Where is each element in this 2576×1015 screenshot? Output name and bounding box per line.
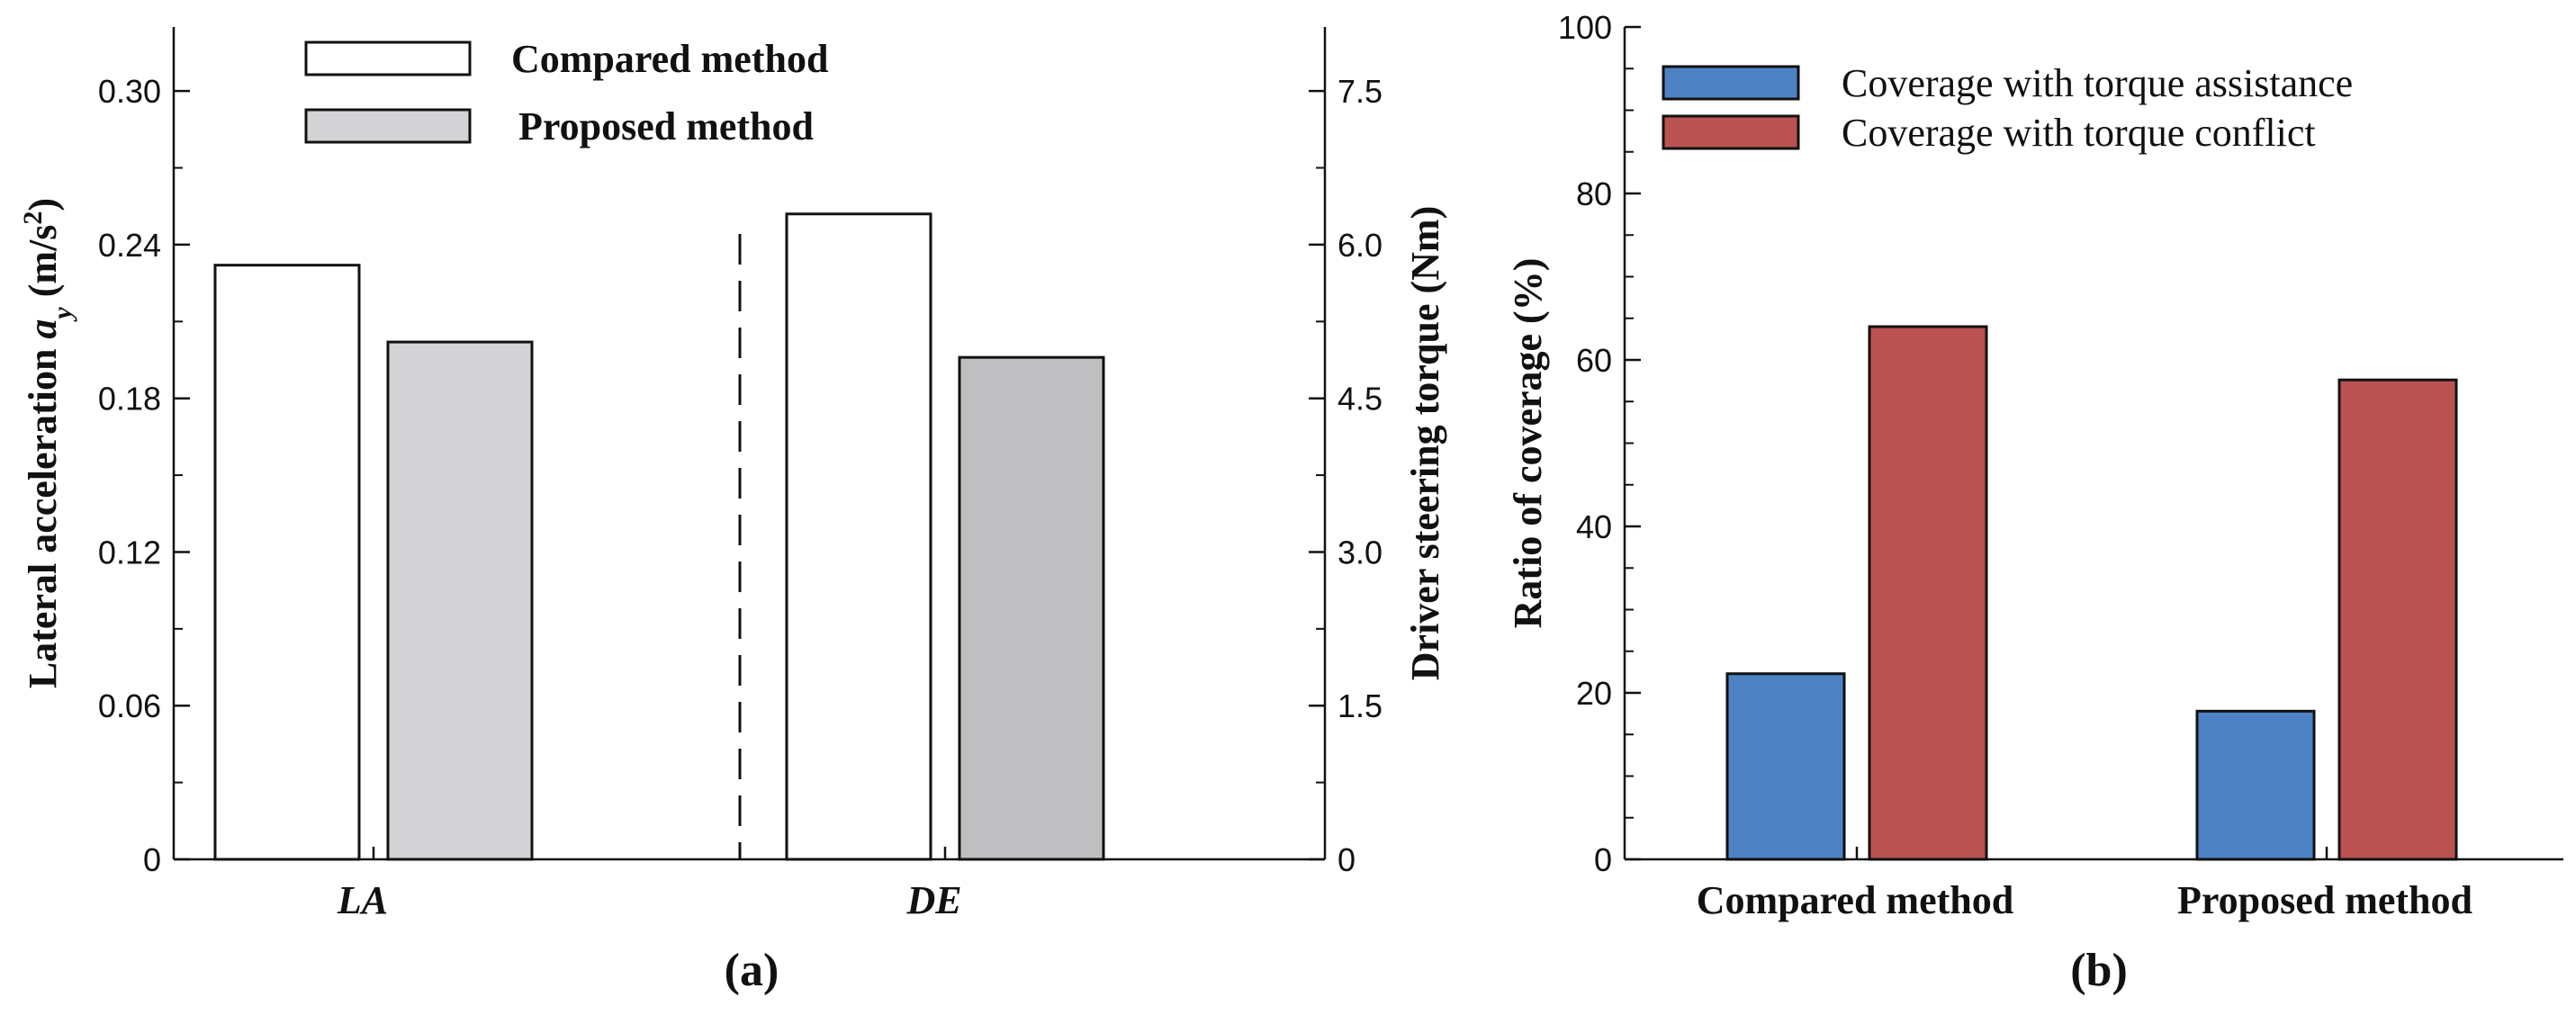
- y-right-tick-label: 7.5: [1338, 73, 1383, 110]
- chart-panel-b: 0 20 40 60 80 100 Ratio of coverage (%) Cover…: [1506, 9, 2563, 996]
- legend-label-conflict: Coverage with torque conflict: [1842, 111, 2316, 155]
- y-right-tick-label: 6.0: [1338, 227, 1383, 264]
- bar-proposed-assistance: [2195, 709, 2316, 861]
- y-left-tick-label: 0.30: [98, 73, 161, 110]
- legend-swatch-proposed: [304, 108, 472, 144]
- bar-la-proposed: [386, 340, 534, 861]
- y-axis-left-title-part: Lateral acceleration: [21, 339, 65, 689]
- y-axis-left-title-part: (m/s: [21, 225, 65, 308]
- y-axis-left-title-part: y: [48, 307, 77, 322]
- y-right-tick-label: 1.5: [1338, 687, 1383, 724]
- y-tick-label: 60: [1576, 342, 1612, 379]
- y-axis-left-title-part: ): [21, 198, 65, 211]
- y-tick-label: 100: [1558, 9, 1612, 46]
- bars-group: [1725, 325, 2458, 861]
- tick-group: 0 20 40 60 80 100: [1558, 9, 2328, 878]
- legend-swatch-assistance: [1662, 65, 1800, 101]
- category-label-la: LA: [337, 878, 388, 922]
- bar-de-compared: [785, 212, 932, 861]
- y-tick-label: 20: [1576, 675, 1612, 712]
- y-tick-label: 40: [1576, 508, 1612, 545]
- y-axis-left-title-part: a: [21, 319, 65, 339]
- legend-swatch-conflict: [1662, 114, 1800, 150]
- y-left-tick-label: 0.18: [98, 381, 161, 418]
- bar-compared-conflict: [1868, 325, 1988, 861]
- axes-group: [172, 27, 1327, 861]
- y-tick-label: 80: [1576, 175, 1612, 212]
- y-axis-left-title: Lateral acceleration ay (m/s2): [18, 198, 77, 688]
- bar-proposed-conflict: [2337, 378, 2458, 861]
- y-axis-title: Ratio of coverage (%): [1506, 258, 1550, 629]
- y-axis-right-title: Driver steering torque (Nm): [1403, 206, 1447, 680]
- bars-group: [213, 212, 1105, 861]
- category-label-proposed: Proposed method: [2177, 878, 2472, 922]
- legend-label-compared: Compared method: [511, 37, 828, 81]
- y-left-tick-label: 0: [143, 841, 161, 878]
- legend-swatch-compared: [304, 40, 472, 76]
- y-left-tick-label: 0.24: [98, 227, 161, 264]
- category-labels: LA DE: [337, 878, 962, 922]
- y-right-tick-label: 4.5: [1338, 381, 1383, 418]
- bar-compared-assistance: [1725, 672, 1846, 861]
- bar-la-compared: [213, 264, 361, 861]
- y-axis-left-title-part: 2: [18, 211, 48, 225]
- y-right-tick-label: 0: [1338, 841, 1356, 878]
- tick-group: 0 0.06 0.12 0.18 0.24 0.30 0 1.5 3.0 4.5 6.0 7.5: [98, 73, 1383, 878]
- category-labels: Compared method Proposed method: [1697, 878, 2472, 922]
- category-label-de: DE: [905, 878, 961, 922]
- y-tick-label: 0: [1594, 841, 1612, 878]
- panel-label-b: (b): [2070, 945, 2128, 996]
- chart-panel-a: 0 0.06 0.12 0.18 0.24 0.30 0 1.5 3.0 4.5 6.0 7.5 La…: [18, 27, 1447, 996]
- legend-label-proposed: Proposed method: [518, 104, 814, 148]
- legend: Coverage with torque assistance Coverage …: [1662, 61, 2353, 155]
- y-left-tick-label: 0.06: [98, 687, 161, 724]
- panel-label-a: (a): [725, 945, 779, 996]
- bar-de-proposed: [958, 355, 1105, 861]
- legend: Compared method Proposed method: [304, 37, 828, 148]
- y-right-tick-label: 3.0: [1338, 534, 1383, 570]
- category-label-compared: Compared method: [1697, 878, 2013, 922]
- legend-label-assistance: Coverage with torque assistance: [1842, 61, 2353, 105]
- y-left-tick-label: 0.12: [98, 534, 161, 570]
